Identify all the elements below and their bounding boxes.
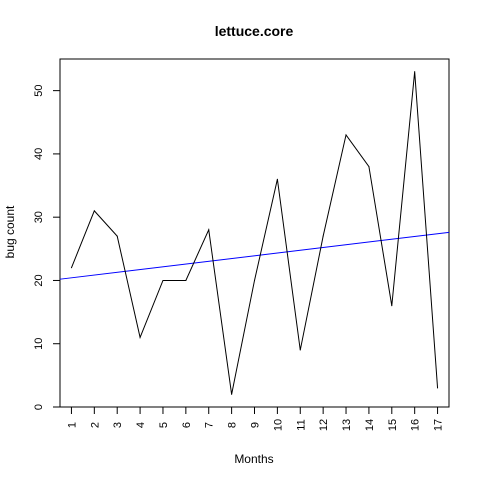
plot-frame <box>59 58 450 408</box>
data-point <box>185 279 187 281</box>
x-tick-label: 1 <box>66 422 78 428</box>
x-tick-label: 8 <box>227 422 239 428</box>
data-point <box>231 393 233 395</box>
y-tick-label: 10 <box>33 338 45 350</box>
x-tick-label: 15 <box>387 419 399 431</box>
data-point <box>254 279 255 281</box>
x-tick-label: 17 <box>433 419 445 431</box>
x-tick-label: 6 <box>181 422 193 428</box>
data-point <box>276 178 278 180</box>
data-point <box>299 349 301 351</box>
series-line <box>70 71 439 395</box>
data-point <box>414 71 416 73</box>
y-tick-label: 30 <box>33 211 45 223</box>
x-tick-label: 11 <box>295 419 307 430</box>
data-point <box>162 279 164 281</box>
x-tick-label: 13 <box>341 419 353 431</box>
x-tick-label: 12 <box>318 419 330 431</box>
data-point <box>139 336 141 338</box>
y-tick-label: 50 <box>33 85 45 97</box>
data-point <box>93 210 95 212</box>
data-point <box>116 235 118 237</box>
plot-area <box>59 71 450 395</box>
x-tick-label: 9 <box>250 422 262 428</box>
x-tick-label: 7 <box>204 422 216 428</box>
data-point <box>345 134 347 136</box>
data-point <box>368 166 370 168</box>
x-tick-label: 3 <box>112 422 124 428</box>
x-tick-label: 4 <box>135 422 147 428</box>
data-point <box>437 387 439 389</box>
chart-title: lettuce.core <box>215 23 294 39</box>
y-tick-label: 0 <box>33 404 45 410</box>
y-tick-label: 20 <box>33 274 45 286</box>
x-tick-label: 10 <box>272 419 284 431</box>
x-tick-label: 14 <box>364 419 376 431</box>
data-point <box>70 267 72 269</box>
x-axis-label: Months <box>234 452 273 466</box>
x-axis: 1 2 3 4 5 6 7 8 9 10 11 12 13 14 15 16 17 <box>66 407 445 431</box>
y-axis: 0 10 20 30 40 50 <box>33 85 60 410</box>
y-tick-label: 40 <box>33 148 45 160</box>
y-axis-label: bug count <box>3 205 17 258</box>
x-tick-label: 2 <box>89 422 101 428</box>
data-point <box>391 305 393 307</box>
x-tick-label: 5 <box>158 422 170 428</box>
data-point <box>208 229 210 231</box>
data-point <box>322 235 324 237</box>
x-tick-label: 16 <box>410 419 422 431</box>
